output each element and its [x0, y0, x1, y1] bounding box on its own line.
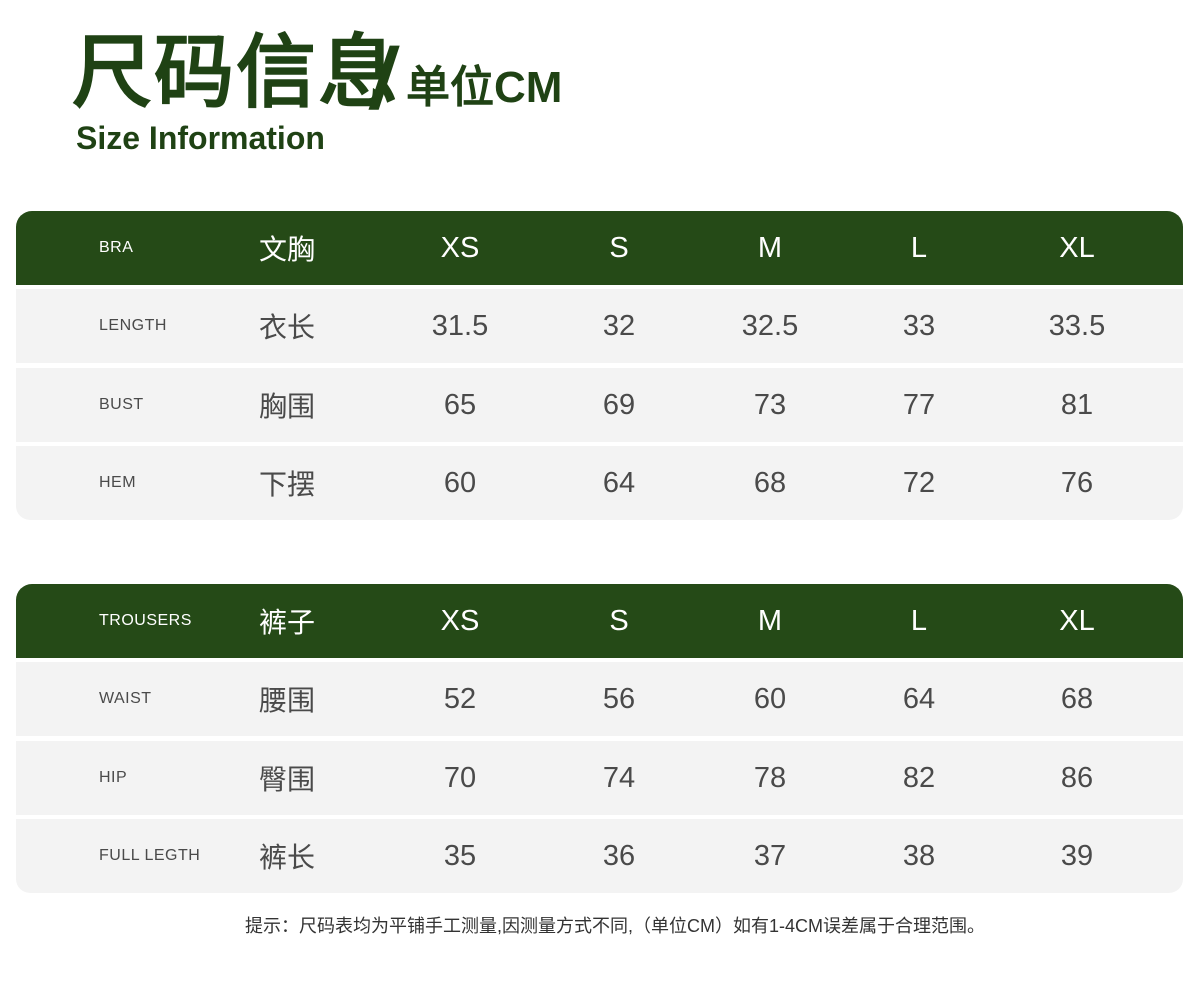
measurement-value: 69	[602, 388, 636, 421]
table-row: HIP 臀围 70 74 78 82 86	[16, 741, 1183, 815]
measurement-value: 76	[1060, 466, 1094, 499]
measurement-value: 36	[602, 839, 636, 872]
table-row: HEM 下摆 60 64 68 72 76	[16, 446, 1183, 520]
table-row: BUST 胸围 65 69 73 77 81	[16, 368, 1183, 442]
size-header: M	[757, 604, 783, 637]
table-header-row: TROUSERS 裤子 XS S M L XL	[16, 584, 1183, 658]
measurement-label-cn: 裤长	[259, 842, 316, 873]
measurement-value: 32.5	[741, 309, 799, 342]
measurement-label-en: FULL LEGTH	[99, 847, 201, 864]
table-row: WAIST 腰围 52 56 60 64 68	[16, 662, 1183, 736]
measurement-label-en: BUST	[99, 396, 144, 413]
measurement-value: 70	[443, 761, 477, 794]
size-header: L	[910, 231, 928, 264]
size-header: XL	[1059, 231, 1095, 264]
measurement-label-cn: 胸围	[259, 391, 316, 422]
measurement-value: 39	[1060, 839, 1094, 872]
table-row: FULL LEGTH 裤长 35 36 37 38 39	[16, 819, 1183, 893]
measurement-value: 82	[902, 761, 936, 794]
measurement-label-en: LENGTH	[99, 317, 167, 334]
measurement-label-cn: 下摆	[259, 469, 316, 500]
size-header: XL	[1059, 604, 1095, 637]
size-header: L	[910, 604, 928, 637]
measurement-value: 32	[602, 309, 636, 342]
size-header: XS	[440, 231, 480, 264]
measurement-value: 60	[443, 466, 477, 499]
measurement-label-en: WAIST	[99, 690, 152, 707]
measurement-value: 86	[1060, 761, 1094, 794]
measurement-value: 77	[902, 388, 936, 421]
title-cn: 尺码信息	[72, 28, 400, 117]
size-header: S	[609, 231, 629, 264]
measurement-value: 65	[443, 388, 477, 421]
size-header: M	[757, 231, 783, 264]
measurement-label-cn: 臀围	[259, 764, 316, 795]
measurement-value: 33	[902, 309, 936, 342]
title-unit: 单位CM	[406, 63, 563, 112]
measurement-value: 68	[753, 466, 787, 499]
measurement-label-en: HEM	[99, 474, 137, 491]
table-row: LENGTH 衣长 31.5 32 32.5 33 33.5	[16, 289, 1183, 363]
measurement-value: 35	[443, 839, 477, 872]
size-header: XS	[440, 604, 480, 637]
measurement-value: 38	[902, 839, 936, 872]
measurement-value: 81	[1060, 388, 1094, 421]
table-header-row: BRA 文胸 XS S M L XL	[16, 211, 1183, 285]
measurement-value: 33.5	[1048, 309, 1106, 342]
title-en: Size Information	[76, 120, 325, 156]
header-category-en: TROUSERS	[99, 612, 192, 629]
measurement-value: 64	[602, 466, 636, 499]
measurement-value: 31.5	[431, 309, 489, 342]
measurement-value: 78	[753, 761, 787, 794]
size-header: S	[609, 604, 629, 637]
measurement-label-cn: 腰围	[259, 685, 316, 716]
header-category-cn: 文胸	[259, 234, 316, 265]
measurement-value: 68	[1060, 682, 1094, 715]
measurement-value: 37	[753, 839, 787, 872]
header-category-en: BRA	[99, 239, 134, 256]
header-category-cn: 裤子	[259, 607, 316, 638]
measurement-label-en: HIP	[99, 769, 128, 786]
measurement-value: 64	[902, 682, 936, 715]
measurement-value: 74	[602, 761, 636, 794]
measurement-value: 72	[902, 466, 936, 499]
measurement-value: 60	[753, 682, 787, 715]
measurement-value: 52	[443, 682, 477, 715]
measurement-value: 73	[753, 388, 787, 421]
measurement-note: 提示：尺码表均为平铺手工测量,因测量方式不同,（单位CM）如有1-4CM误差属于…	[244, 916, 985, 936]
measurement-value: 56	[602, 682, 636, 715]
measurement-label-cn: 衣长	[259, 312, 316, 343]
